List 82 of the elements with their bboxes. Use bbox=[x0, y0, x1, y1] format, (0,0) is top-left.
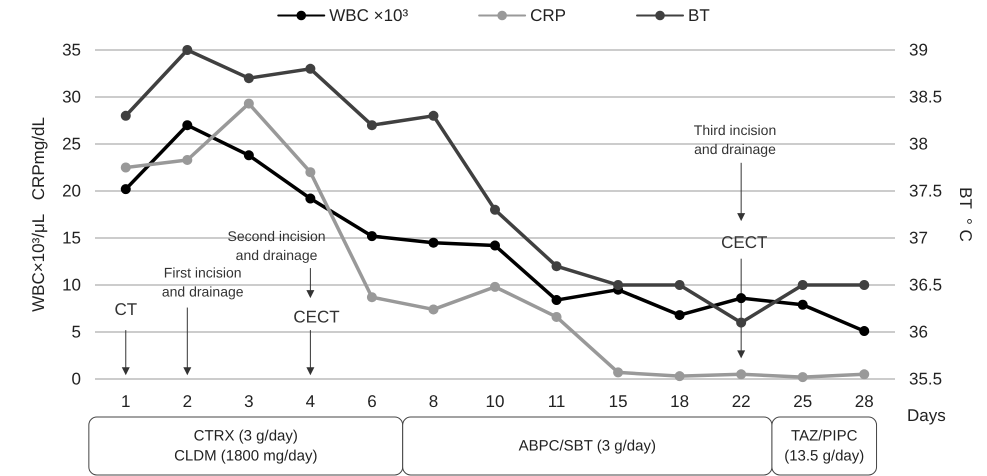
text: TAZ/PIPC (13.5 g/day) bbox=[784, 428, 864, 464]
y2-tick-label: 38 bbox=[909, 134, 928, 154]
point bbox=[490, 282, 500, 292]
point bbox=[305, 167, 316, 178]
y2-tick-label: 38.5 bbox=[909, 88, 942, 106]
y2-tick-label: 36 bbox=[909, 322, 928, 342]
annotation: CECT bbox=[721, 233, 768, 252]
point bbox=[736, 369, 746, 380]
point bbox=[798, 372, 808, 382]
x-tick-label: 22 bbox=[732, 392, 751, 411]
x-tick-label: 15 bbox=[608, 392, 628, 411]
y-tick-label: 5 bbox=[72, 322, 81, 342]
legend-label: WBC ×10³ bbox=[329, 6, 408, 25]
y2-tick-label: 39 bbox=[909, 40, 928, 60]
y-tick-label: 15 bbox=[62, 228, 81, 248]
point bbox=[366, 231, 377, 242]
point bbox=[613, 280, 624, 290]
point bbox=[859, 369, 870, 380]
point bbox=[182, 120, 192, 130]
text: CTRX (3 g/day) CLDM (1800 mg/day) bbox=[174, 428, 318, 464]
y-tick-label: 20 bbox=[62, 182, 81, 200]
y2-tick-label: 37 bbox=[909, 228, 928, 248]
annotation: Second incision and drainage bbox=[228, 228, 326, 264]
x-tick-label: 11 bbox=[548, 392, 566, 411]
point bbox=[674, 280, 685, 290]
point bbox=[490, 204, 500, 215]
y-tick-label: 25 bbox=[62, 134, 81, 154]
point bbox=[182, 154, 192, 165]
point bbox=[552, 295, 562, 306]
y-axis-title: WBC×10³/μL CRPmg/dL bbox=[29, 117, 48, 312]
point bbox=[490, 240, 500, 251]
point bbox=[428, 304, 438, 314]
x-tick-label: 6 bbox=[367, 392, 377, 411]
point bbox=[244, 98, 254, 109]
point bbox=[366, 120, 377, 130]
y-tick-label: 30 bbox=[62, 88, 81, 106]
x-tick-label: 4 bbox=[306, 392, 316, 411]
point bbox=[244, 150, 254, 160]
point bbox=[736, 293, 746, 304]
y2-tick-label: 36.5 bbox=[909, 276, 942, 294]
x-tick-label: 28 bbox=[854, 392, 874, 411]
annotation: Third incision and drainage bbox=[694, 122, 776, 157]
point bbox=[859, 280, 870, 290]
x-tick-label: 1 bbox=[121, 392, 131, 411]
point bbox=[428, 110, 438, 121]
point bbox=[674, 310, 685, 320]
point bbox=[120, 184, 131, 194]
point bbox=[798, 280, 808, 290]
point bbox=[552, 261, 562, 272]
annotation: CT bbox=[114, 300, 138, 319]
y-tick-label: 10 bbox=[62, 276, 81, 294]
x-axis-title: Days bbox=[907, 406, 946, 425]
point bbox=[428, 238, 438, 248]
point bbox=[305, 194, 316, 204]
point bbox=[120, 110, 131, 121]
point bbox=[859, 326, 870, 336]
point bbox=[674, 371, 685, 382]
x-tick-label: 18 bbox=[670, 392, 690, 411]
x-tick-label: 3 bbox=[244, 392, 254, 411]
legend-label: BT bbox=[688, 6, 710, 25]
text: ABPC/SBT (3 g/day) bbox=[518, 438, 656, 454]
x-tick-label: 25 bbox=[793, 392, 812, 411]
point bbox=[366, 292, 377, 302]
point bbox=[120, 162, 131, 172]
y2-tick-label: 37.5 bbox=[909, 182, 942, 200]
point bbox=[798, 300, 808, 310]
point bbox=[182, 45, 192, 55]
point bbox=[552, 312, 562, 322]
point bbox=[305, 64, 316, 74]
legend-label: CRP bbox=[530, 6, 566, 25]
x-tick-label: 8 bbox=[428, 392, 438, 411]
point bbox=[736, 318, 746, 328]
y-tick-label: 35 bbox=[62, 40, 81, 60]
x-tick-label: 10 bbox=[486, 392, 504, 411]
annotation: CECT bbox=[293, 307, 340, 326]
point bbox=[244, 73, 254, 84]
point bbox=[613, 367, 624, 378]
x-tick-label: 2 bbox=[182, 392, 192, 411]
y2-tick-label: 35.5 bbox=[909, 370, 942, 388]
y-tick-label: 0 bbox=[72, 370, 81, 388]
y2-axis-title: BT ° C bbox=[956, 187, 975, 242]
annotation: First incision and drainage bbox=[162, 264, 244, 300]
